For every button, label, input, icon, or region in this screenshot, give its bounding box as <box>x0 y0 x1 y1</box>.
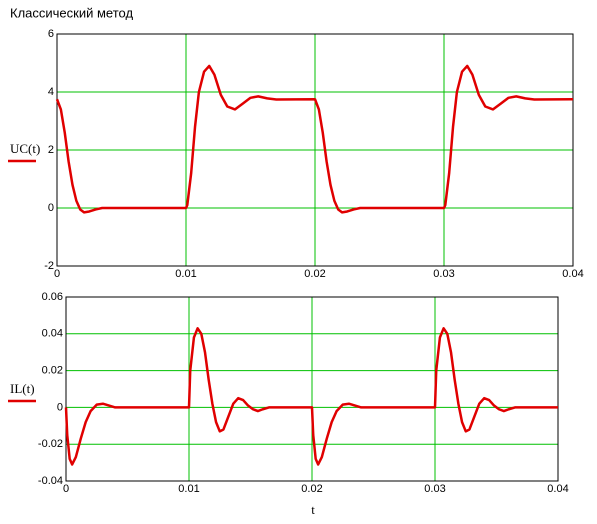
data-line <box>64 327 558 466</box>
x-tick-label: 0 <box>63 483 69 495</box>
plot-frame <box>65 296 559 482</box>
x-tick-label: 0.03 <box>433 268 454 280</box>
legend-label: UC(t) <box>10 141 40 156</box>
x-tick-label: 0.02 <box>301 483 322 495</box>
y-tick-label: -0.02 <box>38 438 63 450</box>
y-tick-label: 0.02 <box>42 365 63 377</box>
chart-title: Классический метод <box>10 5 133 20</box>
y-tick-label: 0.04 <box>42 328 63 340</box>
y-tick-label: 2 <box>48 144 54 156</box>
y-tick-label: 4 <box>48 86 54 98</box>
y-tick-label: 6 <box>48 28 54 40</box>
data-line <box>55 64 574 214</box>
x-tick-label: 0 <box>54 268 60 280</box>
y-tick-label: -0.04 <box>38 475 63 487</box>
legend-label: IL(t) <box>10 381 35 396</box>
y-tick-label: 0 <box>48 202 54 214</box>
x-tick-label: 0.04 <box>547 483 568 495</box>
y-tick-label: 0 <box>57 401 63 413</box>
y-tick-label: -2 <box>44 260 54 272</box>
x-tick-label: 0.03 <box>424 483 445 495</box>
plot-frame <box>56 33 574 267</box>
x-axis-label: t <box>311 502 315 517</box>
x-tick-label: 0.02 <box>304 268 325 280</box>
y-tick-label: 0.06 <box>42 291 63 303</box>
x-tick-label: 0.01 <box>178 483 199 495</box>
x-tick-label: 0.01 <box>175 268 196 280</box>
x-tick-label: 0.04 <box>562 268 583 280</box>
